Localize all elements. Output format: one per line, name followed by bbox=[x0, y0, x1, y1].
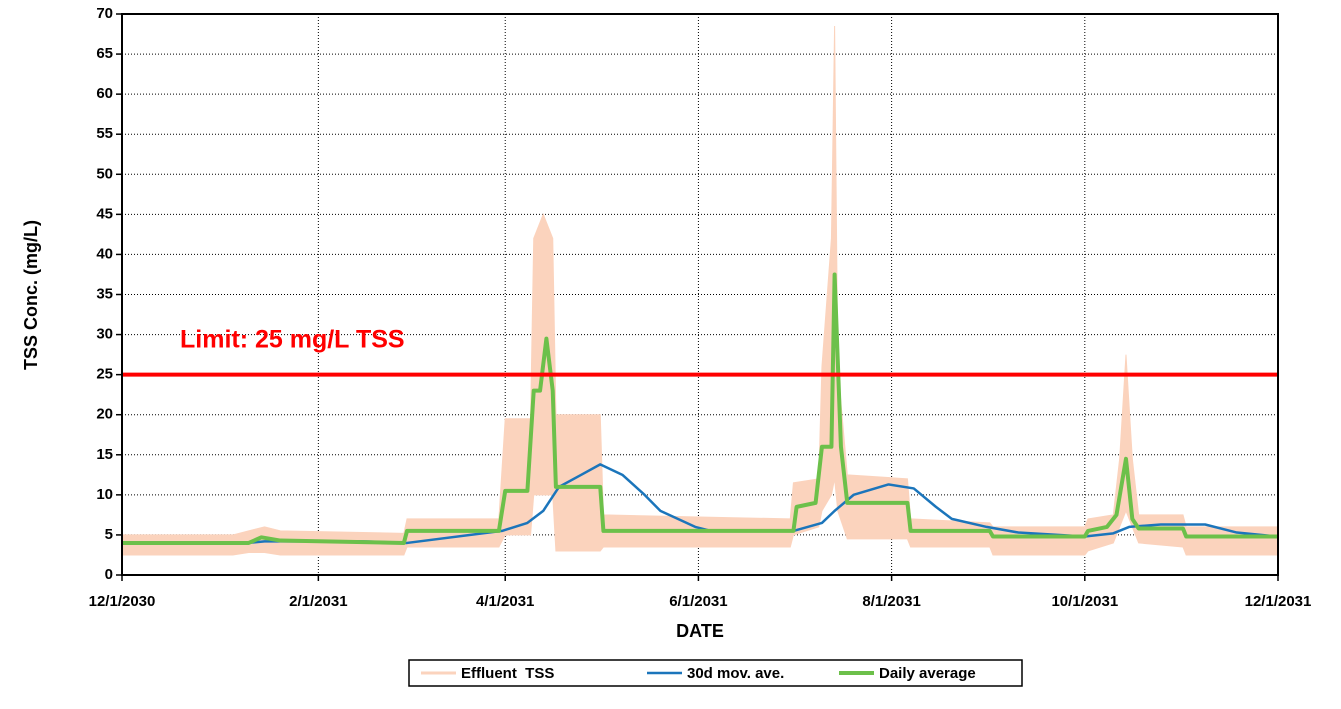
x-tick-label: 12/1/2031 bbox=[1245, 593, 1312, 610]
range-band bbox=[121, 26, 1279, 556]
legend-label: Daily average bbox=[879, 665, 976, 682]
y-tick-label: 35 bbox=[96, 285, 113, 302]
y-tick-label: 15 bbox=[96, 446, 113, 463]
y-tick-label: 20 bbox=[96, 406, 113, 423]
legend-label: Effluent TSS bbox=[461, 665, 554, 682]
y-tick-label: 55 bbox=[96, 125, 113, 142]
y-tick-label: 25 bbox=[96, 366, 113, 383]
legend-label: 30d mov. ave. bbox=[687, 665, 784, 682]
limit-label: Limit: 25 mg/L TSS bbox=[180, 325, 405, 353]
series-line bbox=[122, 272, 1278, 545]
y-tick-label: 60 bbox=[96, 85, 113, 102]
x-axis-title: DATE bbox=[676, 621, 724, 641]
y-tick-label: 30 bbox=[96, 326, 113, 343]
legend-box bbox=[408, 659, 1023, 687]
plot-frame bbox=[121, 13, 1279, 576]
y-tick-label: 0 bbox=[105, 566, 113, 583]
y-tick-label: 40 bbox=[96, 245, 113, 262]
x-tick-label: 6/1/2031 bbox=[669, 593, 727, 610]
y-tick-label: 70 bbox=[96, 5, 113, 22]
y-tick-label: 65 bbox=[96, 45, 113, 62]
x-tick-label: 10/1/2031 bbox=[1051, 593, 1118, 610]
y-tick-label: 10 bbox=[96, 486, 113, 503]
x-tick-label: 4/1/2031 bbox=[476, 593, 534, 610]
x-tick-label: 8/1/2031 bbox=[862, 593, 920, 610]
x-tick-label: 12/1/2030 bbox=[89, 593, 156, 610]
y-tick-label: 50 bbox=[96, 165, 113, 182]
y-tick-label: 45 bbox=[96, 205, 113, 222]
x-tick-label: 2/1/2031 bbox=[289, 593, 347, 610]
y-axis-title: TSS Conc. (mg/L) bbox=[21, 220, 41, 370]
y-tick-label: 5 bbox=[105, 526, 113, 543]
